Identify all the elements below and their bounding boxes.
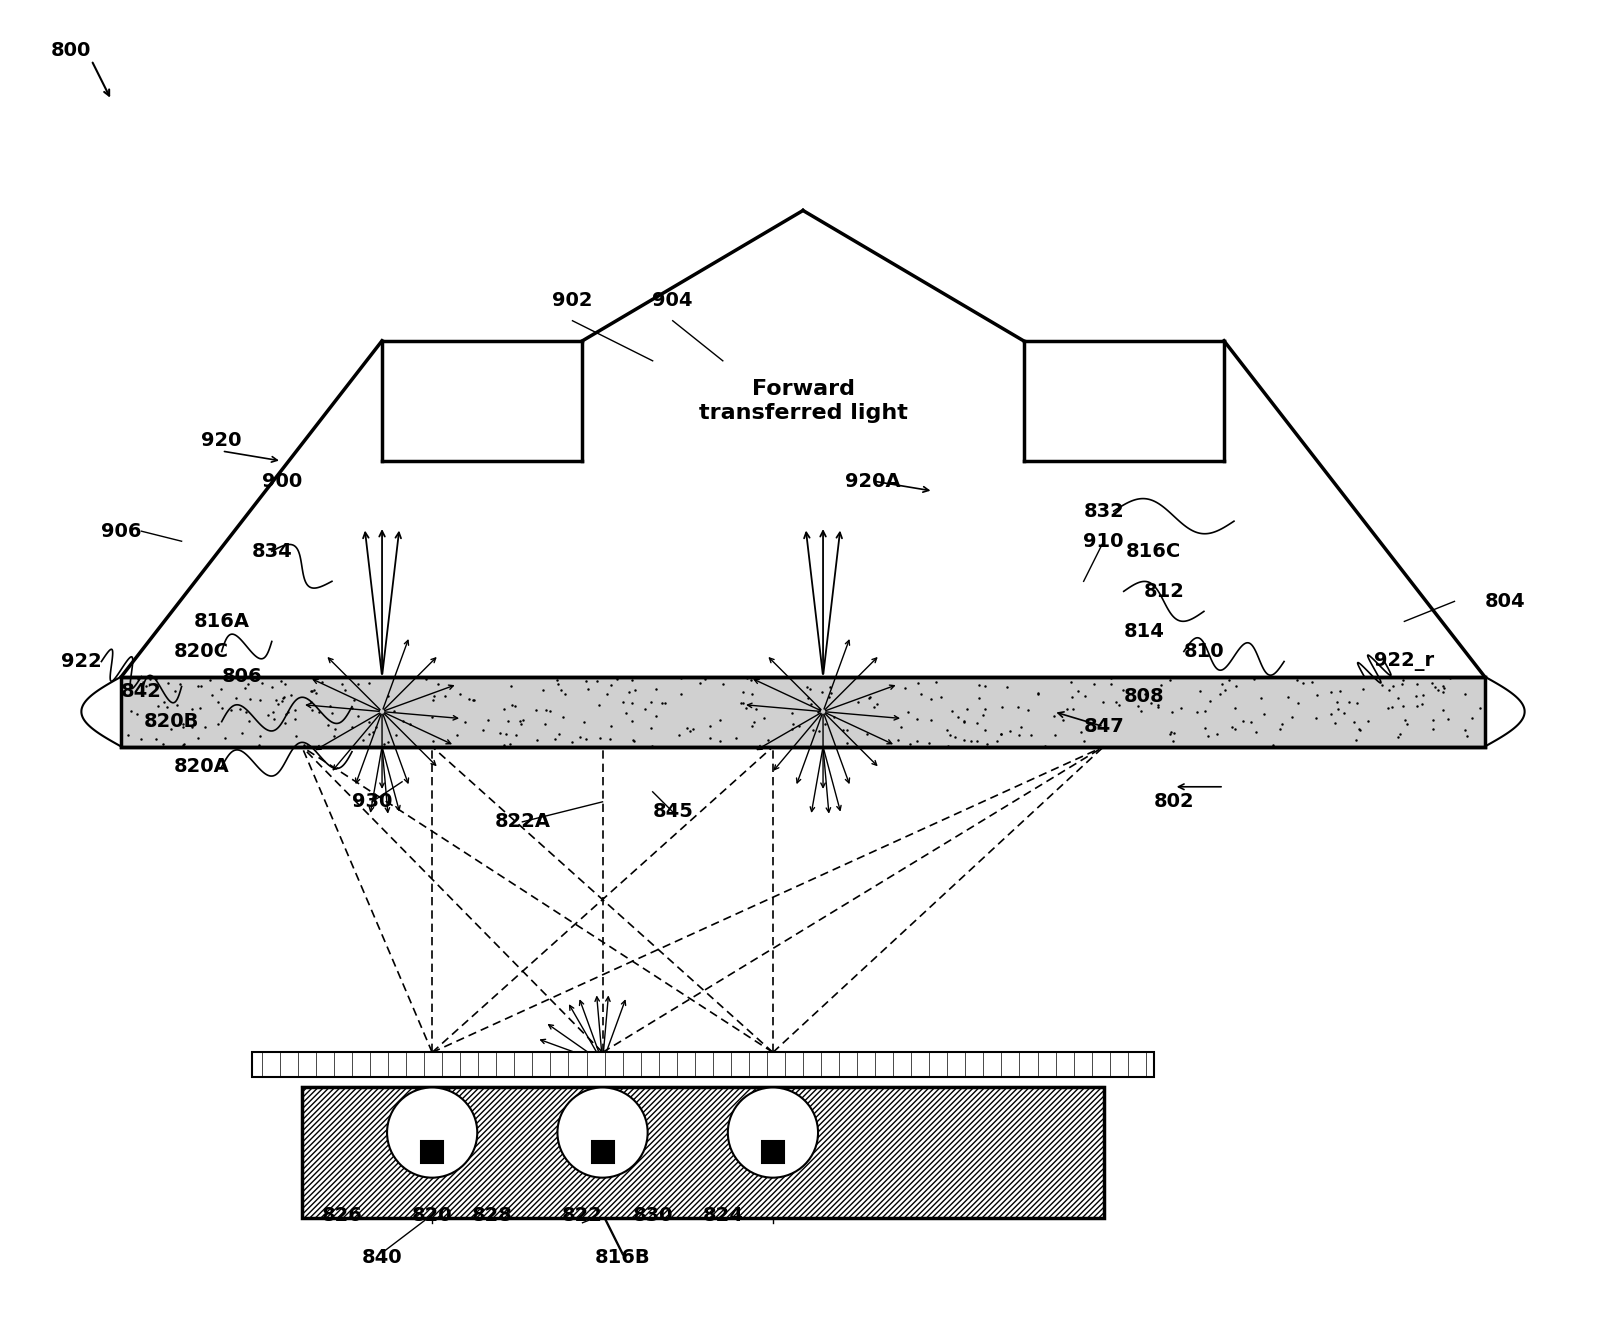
- Text: 834: 834: [252, 541, 292, 561]
- Text: Forward
transferred light: Forward transferred light: [698, 380, 907, 422]
- Text: 814: 814: [1122, 622, 1164, 640]
- Text: 812: 812: [1143, 582, 1183, 601]
- Text: 820B: 820B: [144, 712, 199, 732]
- Bar: [591, 1140, 613, 1163]
- Text: 847: 847: [1083, 717, 1123, 736]
- Text: 806: 806: [221, 667, 262, 687]
- Text: 826: 826: [321, 1207, 363, 1225]
- Text: 822A: 822A: [494, 812, 551, 831]
- Text: 904: 904: [652, 291, 692, 310]
- Text: 920A: 920A: [844, 471, 900, 491]
- Text: 822: 822: [562, 1207, 602, 1225]
- Circle shape: [557, 1088, 647, 1177]
- Text: 820A: 820A: [173, 757, 230, 777]
- Text: 804: 804: [1483, 591, 1525, 611]
- Bar: [302, 1088, 1103, 1217]
- Text: 922: 922: [61, 652, 101, 671]
- Text: 900: 900: [262, 471, 302, 491]
- Text: 842: 842: [120, 683, 162, 701]
- Bar: [122, 676, 1483, 746]
- Bar: [761, 1140, 783, 1163]
- Text: 930: 930: [351, 792, 392, 811]
- Text: 820: 820: [411, 1207, 453, 1225]
- Bar: [421, 1140, 443, 1163]
- Text: 830: 830: [632, 1207, 672, 1225]
- Text: 910: 910: [1083, 532, 1123, 550]
- Bar: [252, 1052, 1152, 1077]
- Text: 816A: 816A: [194, 613, 249, 631]
- Text: 816C: 816C: [1125, 541, 1181, 561]
- Text: 824: 824: [701, 1207, 743, 1225]
- Text: 808: 808: [1124, 687, 1164, 706]
- Text: 816B: 816B: [594, 1249, 650, 1267]
- Text: 832: 832: [1083, 501, 1123, 521]
- Bar: [302, 1088, 1103, 1217]
- Circle shape: [387, 1088, 477, 1177]
- Text: 840: 840: [361, 1249, 403, 1267]
- Text: 920: 920: [201, 431, 242, 451]
- Text: 802: 802: [1152, 792, 1194, 811]
- Text: 906: 906: [101, 521, 141, 541]
- Circle shape: [727, 1088, 817, 1177]
- Text: 828: 828: [472, 1207, 512, 1225]
- Text: 800: 800: [51, 41, 91, 60]
- Text: 902: 902: [552, 291, 592, 310]
- Text: 922_r: 922_r: [1374, 652, 1433, 671]
- Text: 810: 810: [1183, 642, 1223, 662]
- Text: 845: 845: [652, 802, 693, 822]
- Text: 820C: 820C: [173, 642, 230, 662]
